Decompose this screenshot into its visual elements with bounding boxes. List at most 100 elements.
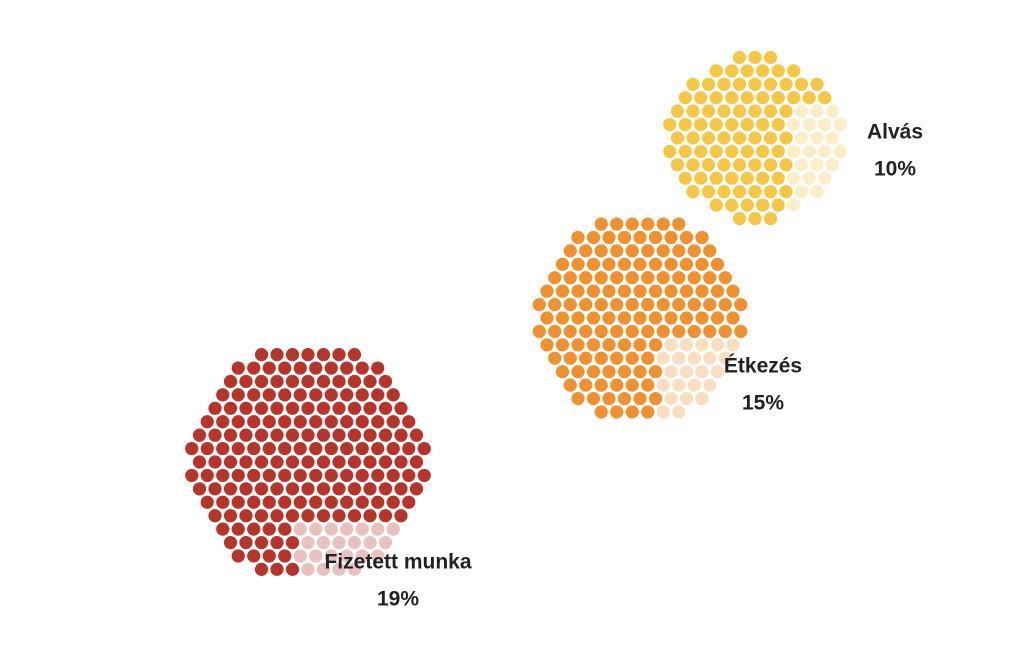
dot [316, 562, 331, 576]
dot [270, 374, 284, 389]
dot [617, 257, 632, 271]
dot [794, 185, 809, 199]
dot [409, 428, 424, 442]
dot [594, 351, 608, 365]
dot [239, 535, 253, 550]
dot [610, 405, 624, 419]
dot [223, 509, 238, 523]
dot [239, 428, 253, 442]
dot [254, 428, 269, 442]
dot [301, 348, 315, 362]
dot [571, 311, 585, 325]
dot [686, 185, 700, 199]
dot [340, 549, 354, 563]
dot [540, 311, 554, 325]
dot [324, 361, 338, 375]
dot [293, 388, 307, 402]
dot [586, 311, 601, 325]
dot [293, 522, 307, 536]
dot [825, 131, 840, 145]
dot [347, 348, 362, 362]
dot [718, 297, 732, 312]
dot [748, 77, 762, 91]
dot-cluster [532, 217, 748, 419]
dot [633, 338, 647, 352]
dot [656, 405, 670, 419]
dot [394, 428, 408, 442]
dot [254, 535, 269, 550]
dot [717, 77, 731, 91]
dot [208, 482, 222, 496]
dot [771, 64, 785, 78]
dot [324, 495, 338, 509]
dot [779, 185, 793, 199]
dot [694, 171, 708, 185]
dot [216, 495, 230, 509]
dot [670, 104, 685, 118]
dot [641, 324, 655, 339]
dot [347, 482, 362, 496]
dot [664, 284, 678, 298]
dot [332, 348, 346, 362]
dot [625, 405, 639, 419]
dot [363, 374, 377, 389]
dot [247, 388, 261, 402]
dot [231, 549, 245, 563]
dot-cluster [663, 50, 847, 226]
dot [278, 388, 292, 402]
dot [340, 468, 354, 483]
dot [656, 324, 670, 339]
dot [779, 104, 793, 118]
dot [239, 482, 253, 496]
dot [633, 365, 647, 379]
dot [371, 549, 385, 563]
dot [332, 535, 346, 550]
dot [710, 284, 725, 298]
dot [555, 284, 570, 298]
dot-cluster [185, 348, 431, 576]
dot [371, 468, 385, 483]
dot [594, 405, 608, 419]
value-label: 19% [377, 588, 419, 611]
dot [231, 415, 245, 429]
dot [231, 441, 245, 456]
dot [340, 388, 354, 402]
dot [548, 271, 562, 285]
dot [285, 428, 300, 442]
dot [309, 361, 323, 375]
dot [610, 271, 624, 285]
dot [270, 509, 284, 523]
dot [332, 428, 346, 442]
dot [748, 50, 762, 65]
dot [771, 117, 785, 132]
dot [810, 158, 824, 172]
dot [332, 374, 346, 389]
dot [602, 365, 616, 379]
dot [656, 351, 670, 365]
category-label: Alvás [867, 121, 923, 144]
dot [787, 144, 801, 159]
dot [285, 509, 300, 523]
dot [324, 522, 338, 536]
dot [633, 284, 647, 298]
dot [748, 104, 762, 118]
dot [602, 257, 616, 271]
dot [686, 77, 700, 91]
dot [833, 144, 847, 159]
dot [571, 257, 585, 271]
dot [617, 338, 632, 352]
dot [771, 91, 785, 105]
dot [285, 401, 300, 415]
dot [293, 441, 307, 456]
dot [371, 495, 385, 509]
dot [185, 468, 199, 483]
dot [710, 365, 725, 379]
dot [586, 391, 601, 406]
dot [548, 351, 562, 365]
dot [787, 171, 801, 185]
dot [270, 455, 284, 469]
dot [247, 361, 261, 375]
dot [695, 391, 709, 406]
dot [787, 117, 801, 132]
dot [378, 455, 393, 469]
